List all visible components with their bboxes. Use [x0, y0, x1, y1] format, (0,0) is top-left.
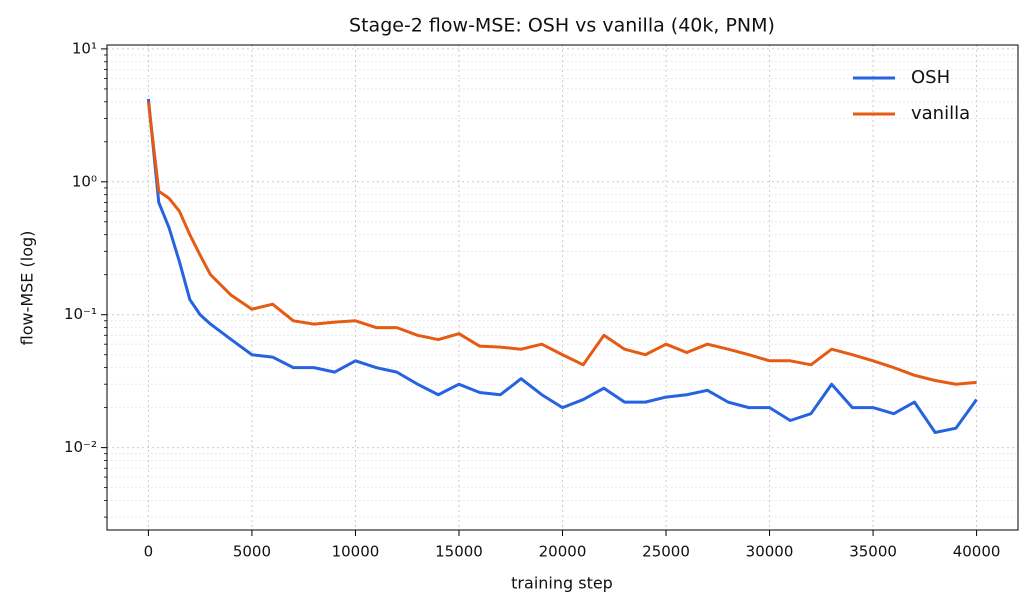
- x-axis-label: training step: [511, 574, 613, 593]
- x-tick-label: 10000: [332, 543, 380, 561]
- x-tick-label: 25000: [642, 543, 690, 561]
- x-tick-label: 20000: [539, 543, 587, 561]
- chart-title: Stage-2 flow-MSE: OSH vs vanilla (40k, P…: [349, 15, 775, 37]
- x-tick-label: 15000: [435, 543, 483, 561]
- x-tick-label: 5000: [233, 543, 271, 561]
- y-axis-label: flow-MSE (log): [18, 231, 37, 346]
- x-tick-label: 35000: [849, 543, 897, 561]
- y-tick-label: 10⁻²: [64, 438, 97, 456]
- plot-frame: [106, 44, 1019, 531]
- x-tick-label: 30000: [746, 543, 794, 561]
- series-line: [146, 101, 977, 386]
- y-tick-label: 10¹: [72, 39, 97, 57]
- series-line: [146, 98, 978, 434]
- x-tick-label: 0: [144, 543, 154, 561]
- legend-label: OSH: [911, 67, 950, 88]
- legend-label: vanilla: [911, 103, 970, 124]
- y-tick-label: 10⁻¹: [64, 305, 97, 323]
- x-tick-label: 40000: [953, 543, 1001, 561]
- y-tick-label: 10⁰: [72, 172, 97, 190]
